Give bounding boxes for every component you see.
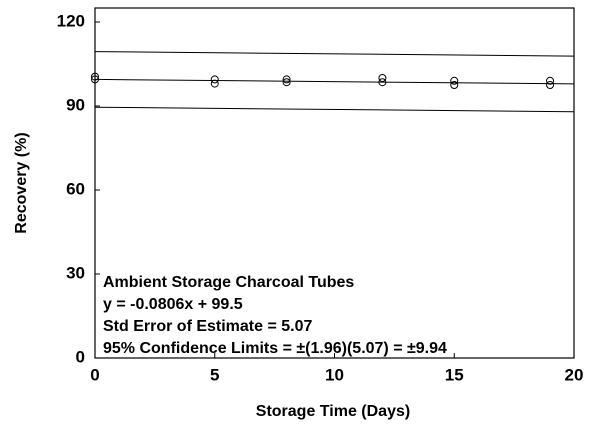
- fit-line: [94, 51, 575, 57]
- x-tick-label: 10: [325, 365, 344, 384]
- x-tick-label: 20: [565, 365, 584, 384]
- data-point: [378, 78, 387, 87]
- x-tick-label: 15: [445, 365, 464, 384]
- annotation: y = -0.0806x + 99.5: [103, 296, 243, 313]
- data-point: [282, 78, 291, 87]
- y-tick-label: 60: [66, 179, 85, 198]
- x-tick-label: 5: [210, 365, 219, 384]
- x-tick-label: 0: [90, 365, 99, 384]
- y-tick-label: 30: [66, 263, 85, 282]
- data-point: [450, 81, 459, 89]
- annotation: Std Error of Estimate = 5.07: [103, 318, 313, 335]
- data-point: [282, 75, 291, 84]
- y-tick-label: 120: [57, 11, 85, 30]
- y-tick-label: 90: [66, 95, 85, 114]
- data-point: [378, 74, 387, 82]
- fit-line: [94, 106, 575, 113]
- y-tick-label: 0: [76, 347, 85, 366]
- y-axis-title: Recovery (%): [13, 132, 30, 233]
- fit-line: [94, 78, 575, 85]
- data-point: [546, 76, 555, 85]
- data-point: [210, 75, 219, 84]
- data-point: [91, 75, 99, 84]
- data-point: [210, 79, 219, 88]
- data-point: [91, 72, 99, 81]
- annotation: Ambient Storage Charcoal Tubes: [103, 274, 354, 291]
- annotation: 95% Confidence Limits = ±(1.96)(5.07) = …: [103, 340, 447, 357]
- data-point: [450, 76, 459, 85]
- data-point: [546, 81, 555, 89]
- x-axis-title: Storage Time (Days): [256, 403, 410, 420]
